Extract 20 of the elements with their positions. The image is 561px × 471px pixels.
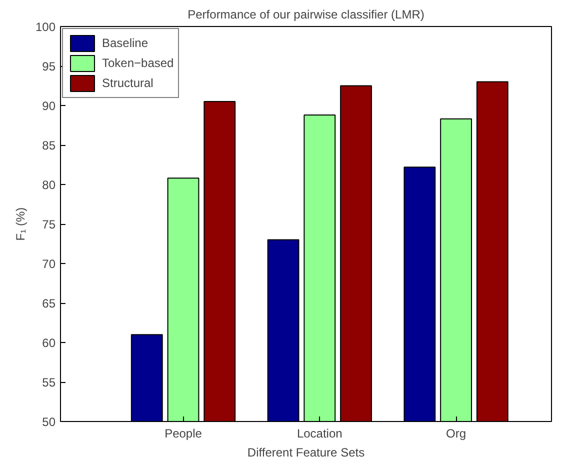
y-tick-label: 95 — [42, 60, 56, 74]
legend-label: Token−based — [102, 56, 174, 70]
x-tick-label: Location — [296, 426, 342, 440]
chart-title: Performance of our pairwise classifier (LMR) — [188, 8, 424, 22]
x-axis-title: Different Feature Sets — [247, 446, 365, 460]
y-tick-label: 70 — [42, 257, 56, 271]
x-tick-label: People — [164, 426, 202, 440]
legend-label: Baseline — [102, 36, 148, 50]
y-tick-label: 65 — [42, 296, 56, 310]
y-tick-label: 75 — [42, 218, 56, 232]
y-tick-label: 55 — [42, 376, 56, 390]
y-axis-title: F₁ (%) — [13, 207, 28, 241]
y-tick-label: 100 — [35, 20, 56, 34]
y-tick-label: 90 — [42, 99, 56, 113]
x-tick-label: Org — [446, 426, 466, 440]
y-tick-label: 50 — [42, 415, 56, 429]
y-tick-label: 60 — [42, 336, 56, 350]
legend-label: Structural — [102, 76, 154, 90]
y-tick-label: 85 — [42, 138, 56, 152]
y-tick-label: 80 — [42, 178, 56, 192]
